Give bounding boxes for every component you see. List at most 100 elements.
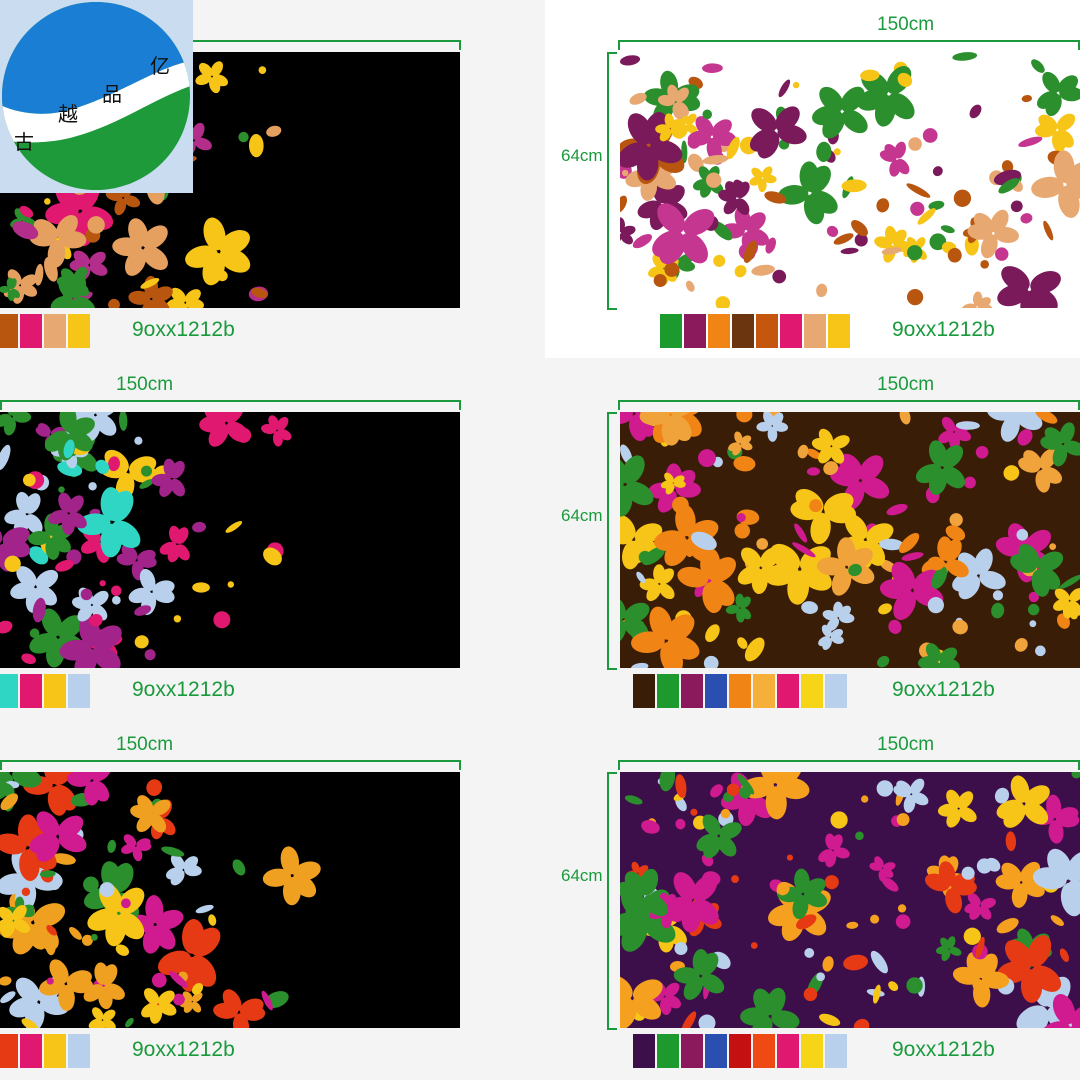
flower-shape (620, 595, 650, 646)
leaf-shape (115, 944, 130, 956)
width-bracket-3 (0, 400, 461, 410)
flower-shape (677, 548, 737, 614)
bud-shape (870, 914, 880, 924)
color-swatch (20, 1034, 42, 1068)
flower-shape (261, 415, 292, 447)
height-bracket-4 (607, 412, 617, 670)
bud-shape (786, 854, 794, 861)
flower-shape (655, 113, 686, 142)
leaf-shape (1035, 412, 1058, 424)
leaf-shape (860, 69, 880, 82)
bud-shape (824, 875, 839, 890)
width-label-6: 150cm (877, 734, 935, 755)
leaf-shape (899, 412, 911, 425)
leaf-shape (947, 247, 962, 263)
leaf-shape (675, 818, 686, 830)
color-swatch (68, 674, 90, 708)
leaf-shape (1003, 465, 1020, 481)
flower-shape (718, 181, 750, 215)
leaf-shape (248, 133, 264, 158)
bud-shape (1029, 620, 1037, 628)
color-swatch (729, 674, 751, 708)
width-bracket-5 (0, 760, 461, 770)
leaf-shape (853, 1018, 870, 1028)
bud-shape (830, 811, 848, 829)
color-swatch (828, 314, 850, 348)
leaf-shape (765, 237, 776, 254)
flower-shape (28, 513, 73, 560)
bud-shape (756, 538, 769, 550)
flower-shape (66, 772, 112, 806)
bud-shape (1028, 591, 1040, 603)
leaf-shape (833, 233, 854, 245)
bud-shape (44, 198, 51, 205)
bud-shape (173, 993, 185, 1006)
color-swatch (732, 314, 754, 348)
flower-shape (818, 833, 850, 868)
bud-shape (698, 1014, 716, 1028)
leaf-shape (34, 263, 44, 286)
height-label-4: 64cm (561, 506, 603, 525)
leaf-shape (1059, 948, 1069, 962)
color-swatch (753, 1034, 775, 1068)
width-label-5: 150cm (116, 734, 174, 755)
design-code-2: 9oxx1212b (892, 318, 995, 341)
bud-shape (258, 66, 267, 74)
leaf-shape (144, 649, 156, 661)
color-swatch (756, 314, 778, 348)
color-swatch (0, 314, 18, 348)
flower-shape (213, 989, 266, 1028)
flower-shape (166, 287, 204, 308)
leaf-shape (632, 234, 653, 249)
design-code-5: 9oxx1212b (132, 1038, 235, 1061)
bud-shape (803, 987, 818, 1002)
bud-shape (906, 977, 923, 994)
bud-shape (736, 412, 753, 423)
design-preview-4 (620, 412, 1080, 668)
bud-shape (134, 436, 143, 445)
color-swatch (657, 1034, 679, 1068)
height-label-6: 64cm (561, 866, 603, 885)
flower-shape (0, 277, 20, 301)
flower-shape (620, 217, 636, 247)
flower-shape (1010, 543, 1064, 597)
leaf-shape (819, 1013, 841, 1026)
bud-shape (99, 882, 115, 898)
bud-shape (953, 189, 972, 207)
leaf-shape (107, 839, 117, 853)
leaf-shape (806, 448, 822, 460)
leaf-shape (744, 637, 765, 662)
color-swatch (780, 314, 802, 348)
leaf-shape (901, 552, 924, 561)
color-swatch (729, 1034, 751, 1068)
flower-shape (639, 564, 675, 602)
width-bracket-6 (618, 760, 1080, 770)
bud-shape (980, 260, 990, 269)
width-bracket-4 (618, 400, 1080, 410)
leaf-shape (826, 225, 839, 237)
color-swatch (660, 314, 682, 348)
leaf-shape (928, 200, 945, 211)
leaf-shape (139, 479, 154, 489)
leaf-shape (906, 183, 931, 198)
flower-shape (1032, 848, 1080, 917)
leaf-shape (0, 991, 16, 1004)
leaf-shape (1043, 220, 1054, 241)
bud-shape (736, 513, 746, 523)
leaf-shape (140, 278, 160, 289)
flower-shape (937, 789, 977, 828)
color-swatch (684, 314, 706, 348)
leaf-shape (195, 904, 214, 914)
leaf-shape (743, 240, 757, 263)
bud-shape (720, 808, 731, 819)
flower-shape (777, 161, 838, 225)
bud-shape (705, 172, 722, 188)
bud-shape (58, 486, 65, 493)
design-preview-3 (0, 412, 460, 668)
leaf-shape (797, 444, 809, 459)
leaf-shape (841, 179, 867, 193)
bud-shape (108, 298, 120, 308)
flower-shape (59, 614, 122, 668)
bud-shape (227, 581, 235, 588)
leaf-shape (1021, 95, 1033, 103)
